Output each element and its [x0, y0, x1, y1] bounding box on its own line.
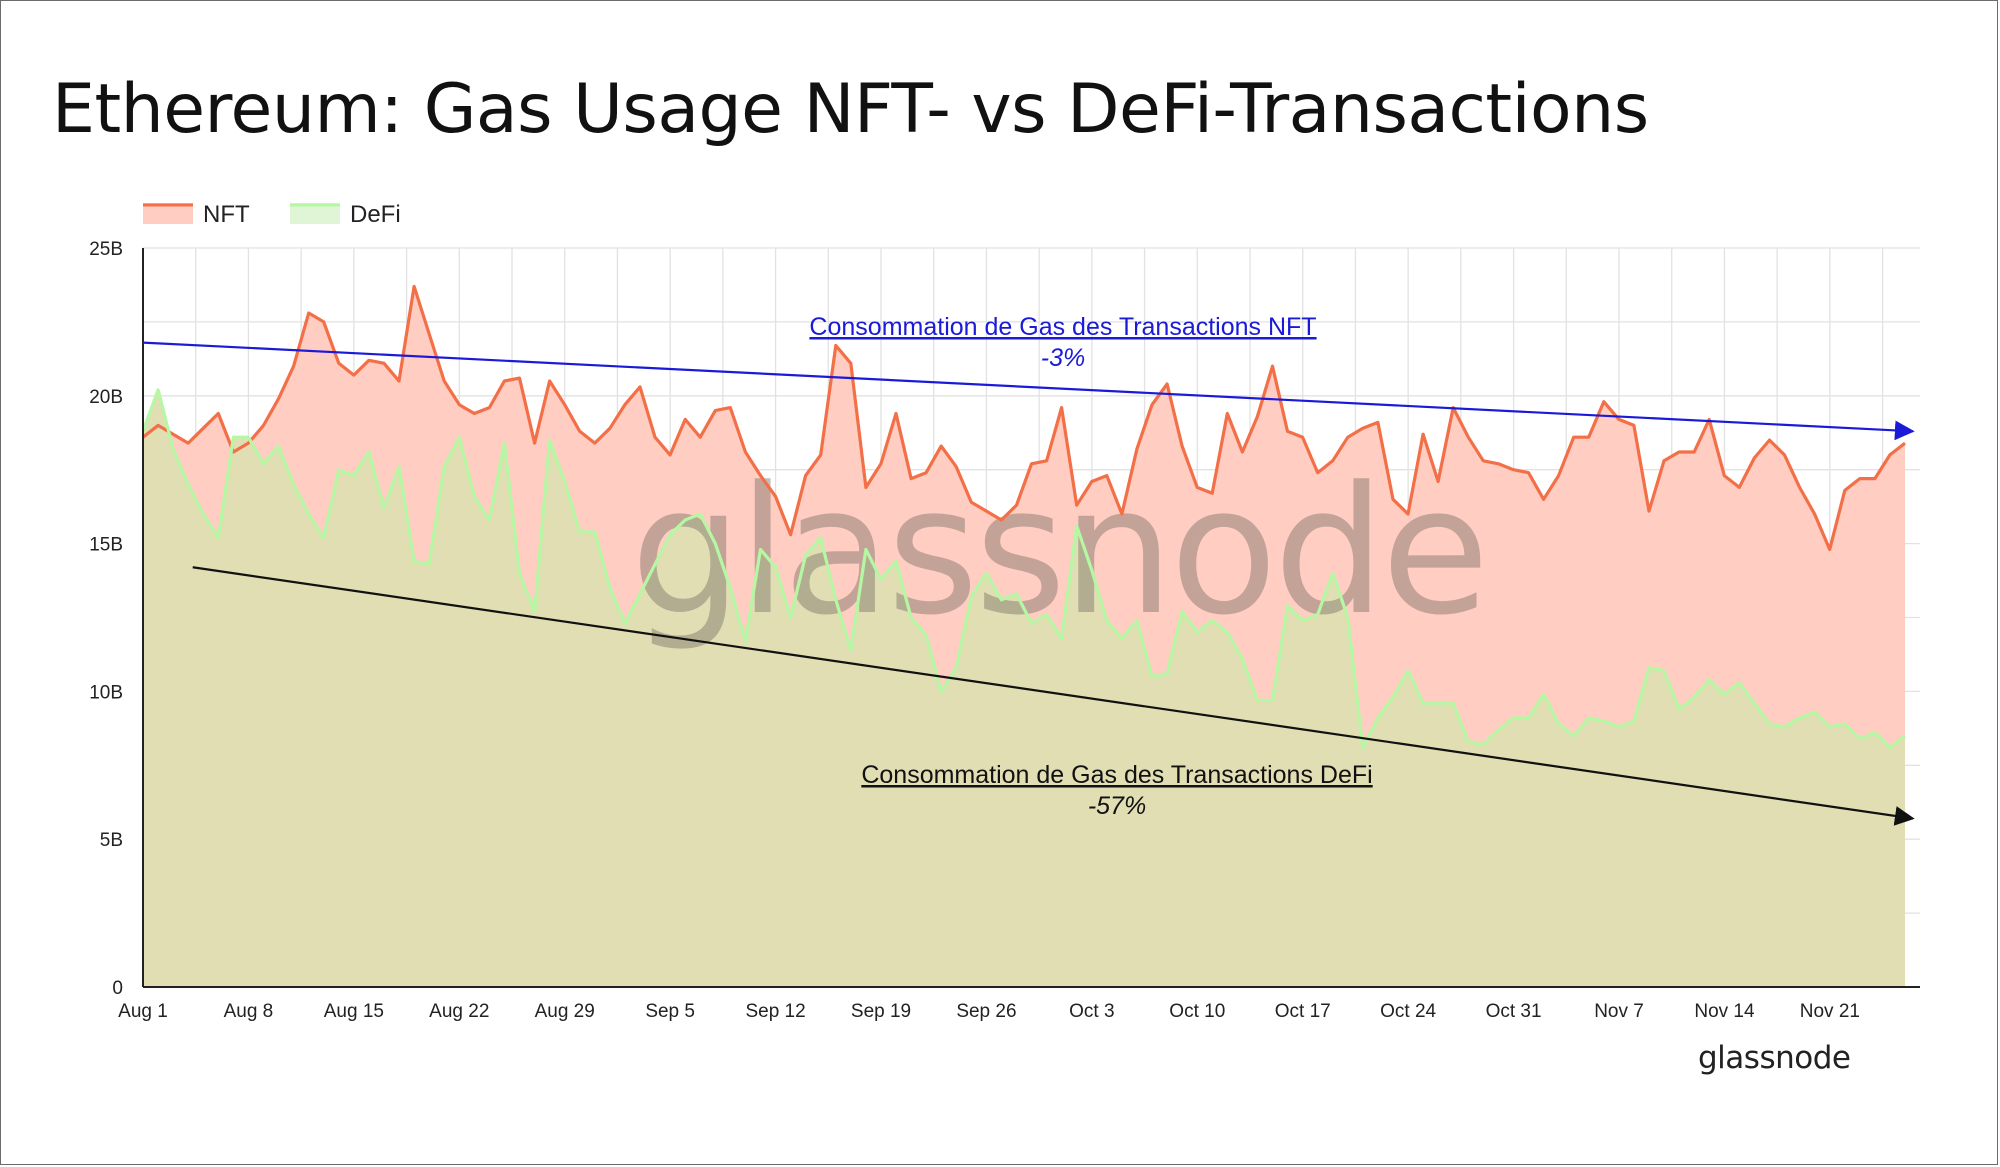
page-title: Ethereum: Gas Usage NFT- vs DeFi-Transac…: [52, 70, 1649, 149]
legend-item-nft[interactable]: NFT: [143, 201, 250, 228]
x-tick-label: Aug 8: [224, 1001, 274, 1022]
x-tick-label: Oct 24: [1380, 1001, 1436, 1022]
y-axis-ticks: 0 5B 10B 15B 20B 25B: [89, 239, 123, 999]
nft-legend-label: NFT: [203, 201, 250, 228]
x-tick-label: Sep 12: [745, 1001, 805, 1022]
axis-layer: [142, 248, 1920, 988]
nft-trend-arrow: [142, 341, 1915, 441]
x-tick-label: Nov 7: [1594, 1001, 1644, 1022]
legend: NFT DeFi: [143, 201, 401, 228]
x-tick-label: Aug 15: [324, 1001, 384, 1022]
x-tick-label: Oct 17: [1275, 1001, 1331, 1022]
y-tick-label: 0: [112, 978, 123, 999]
brand-logo: glassnode: [1698, 1040, 1851, 1076]
x-tick-label: Sep 26: [956, 1001, 1016, 1022]
x-tick-label: Aug 29: [535, 1001, 595, 1022]
y-tick-label: 15B: [89, 535, 123, 556]
defi-annotation-label: Consommation de Gas des Transactions DeF…: [861, 761, 1372, 789]
defi-series-line: [141, 388, 1906, 750]
x-tick-label: Oct 10: [1169, 1001, 1225, 1022]
x-tick-label: Sep 5: [645, 1001, 695, 1022]
defi-legend-swatch: [290, 203, 340, 224]
watermark-text: glassnode: [630, 449, 1485, 654]
x-tick-label: Sep 19: [851, 1001, 911, 1022]
defi-trend-arrow: [192, 566, 1915, 826]
x-tick-label: Aug 22: [429, 1001, 489, 1022]
legend-item-defi[interactable]: DeFi: [290, 201, 401, 228]
y-tick-label: 5B: [100, 830, 123, 851]
y-tick-label: 10B: [89, 682, 123, 703]
x-axis-ticks: Aug 1 Aug 8 Aug 15 Aug 22 Aug 29 Sep 5 Sep 12 S…: [118, 1001, 1860, 1022]
defi-legend-label: DeFi: [350, 201, 401, 228]
nft-legend-swatch: [143, 203, 193, 224]
x-tick-label: Oct 3: [1069, 1001, 1114, 1022]
x-tick-label: Nov 21: [1800, 1001, 1860, 1022]
nft-annotation-value: -3%: [1041, 344, 1085, 372]
defi-annotation-value: -57%: [1088, 792, 1146, 820]
x-tick-label: Aug 1: [118, 1001, 168, 1022]
y-tick-label: 20B: [89, 387, 123, 408]
nft-annotation-label: Consommation de Gas des Transactions NFT: [809, 313, 1316, 341]
x-tick-label: Nov 14: [1694, 1001, 1755, 1022]
x-tick-label: Oct 31: [1486, 1001, 1542, 1022]
y-tick-label: 25B: [89, 239, 123, 260]
